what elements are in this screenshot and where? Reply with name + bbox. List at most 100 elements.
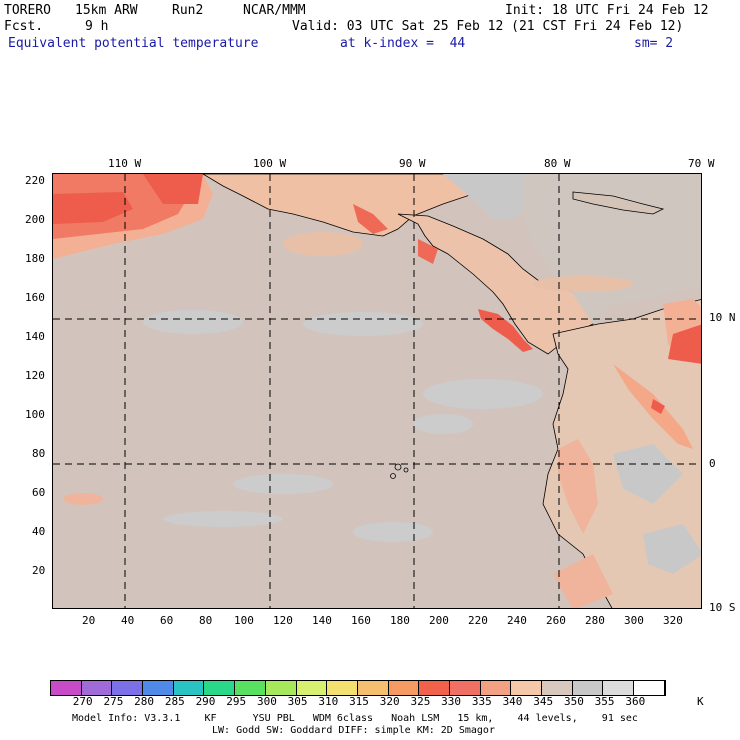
model-resolution: 15km ARW — [75, 3, 138, 18]
galapagos-island — [403, 467, 409, 473]
colorbar-label: 355 — [594, 695, 615, 708]
lon-label-80w: 80 W — [544, 157, 571, 170]
colorbar-label: 335 — [471, 695, 492, 708]
warm-peru-coast — [558, 439, 598, 534]
lat-label-10s: 10 S — [709, 601, 736, 614]
x-tick: 300 — [624, 614, 644, 627]
x-tick: 280 — [585, 614, 605, 627]
init-time: Init: 18 UTC Fri 24 Feb 12 — [505, 3, 709, 18]
colorbar-cell — [634, 681, 665, 695]
colorbar-cell — [480, 681, 512, 695]
colorbar-cell — [296, 681, 328, 695]
x-tick: 160 — [351, 614, 371, 627]
island-cuba — [572, 191, 665, 215]
lon-label-90w: 90 W — [399, 157, 426, 170]
gulf-of-mexico — [443, 174, 533, 219]
x-tick: 180 — [390, 614, 410, 627]
forecast-label: Fcst. — [4, 19, 44, 34]
y-tick: 40 — [32, 525, 46, 538]
colorbar-label: 300 — [256, 695, 277, 708]
lat-label-0: 0 — [709, 457, 716, 470]
colorbar-label: 310 — [318, 695, 339, 708]
x-tick: 80 — [199, 614, 213, 627]
colorbar-cell — [265, 681, 297, 695]
colorbar-cell — [511, 681, 542, 695]
colorbar-cell — [542, 681, 573, 695]
lon-label-110w: 110 W — [108, 157, 142, 170]
colorbar-label: 325 — [410, 695, 431, 708]
y-tick: 20 — [32, 564, 46, 577]
y-tick: 220 — [25, 174, 45, 187]
warm-guatemala — [353, 204, 388, 234]
colorbar-cell — [572, 681, 604, 695]
grey-patch — [413, 414, 473, 434]
colorbar-cell — [603, 681, 635, 695]
colorbar-cell — [449, 681, 481, 695]
grey-patch — [233, 474, 333, 494]
colorbar-label: 285 — [164, 695, 185, 708]
x-tick: 240 — [507, 614, 527, 627]
colorbar-cell — [81, 681, 113, 695]
map-graphic — [53, 174, 701, 608]
colorbar-label: 345 — [533, 695, 554, 708]
y-tick: 60 — [32, 486, 46, 499]
colorbar-label: 315 — [349, 695, 369, 708]
smoothing-info: sm= 2 — [634, 36, 674, 51]
model-info-line1: Model Info: V3.3.1 KF YSU PBL WDM 6class… — [72, 713, 638, 724]
model-name: TORERO — [4, 3, 51, 18]
warm-honduras — [418, 239, 438, 264]
colorbar-cell — [51, 681, 82, 695]
y-tick: 200 — [25, 213, 45, 226]
grey-patch — [423, 379, 543, 409]
colorbar-cell — [327, 681, 358, 695]
y-tick: 160 — [25, 291, 45, 304]
colorbar — [50, 680, 666, 696]
level-info: at k-index = 44 — [340, 36, 466, 51]
x-tick: 140 — [312, 614, 332, 627]
grey-amazon-2 — [643, 524, 701, 574]
y-tick: 100 — [25, 408, 45, 421]
colorbar-label: 340 — [502, 695, 523, 708]
colorbar-label: 320 — [379, 695, 400, 708]
colorbar-label: 280 — [134, 695, 155, 708]
model-run: Run2 — [172, 3, 204, 18]
x-tick: 220 — [468, 614, 488, 627]
warm-patch — [533, 276, 633, 292]
forecast-hour: 9 h — [85, 19, 109, 34]
lon-label-70w: 70 W — [688, 157, 715, 170]
colorbar-cell — [235, 681, 266, 695]
colorbar-cell — [143, 681, 174, 695]
colorbar-cell — [388, 681, 420, 695]
colorbar-cell — [112, 681, 144, 695]
model-info-line2: LW: Godd SW: Goddard DIFF: simple KM: 2D… — [212, 725, 495, 736]
colorbar-unit: K — [697, 695, 704, 708]
x-tick: 20 — [82, 614, 96, 627]
x-tick: 260 — [546, 614, 566, 627]
y-tick: 140 — [25, 330, 45, 343]
model-org: NCAR/MMM — [243, 3, 306, 18]
warm-patch — [63, 493, 103, 505]
y-tick: 180 — [25, 252, 45, 265]
colorbar-label: 360 — [625, 695, 646, 708]
x-tick: 200 — [429, 614, 449, 627]
colorbar-cell — [204, 681, 236, 695]
warm-andes-core — [651, 399, 665, 414]
warm-peru-south — [553, 554, 613, 608]
x-tick: 60 — [160, 614, 174, 627]
x-tick: 120 — [273, 614, 293, 627]
warm-patch — [283, 232, 363, 256]
grey-patch — [353, 522, 433, 542]
x-tick: 100 — [234, 614, 254, 627]
graticule — [53, 174, 701, 608]
colorbar-label: 350 — [563, 695, 584, 708]
theta-e-map — [52, 173, 702, 609]
grey-patch — [163, 511, 283, 527]
colorbar-label: 290 — [195, 695, 216, 708]
lon-label-100w: 100 W — [253, 157, 287, 170]
y-tick: 80 — [32, 447, 46, 460]
grey-patch — [303, 312, 423, 336]
x-tick: 40 — [121, 614, 135, 627]
colorbar-label: 305 — [287, 695, 308, 708]
field-name: Equivalent potential temperature — [8, 36, 259, 51]
grey-amazon-1 — [613, 444, 683, 504]
